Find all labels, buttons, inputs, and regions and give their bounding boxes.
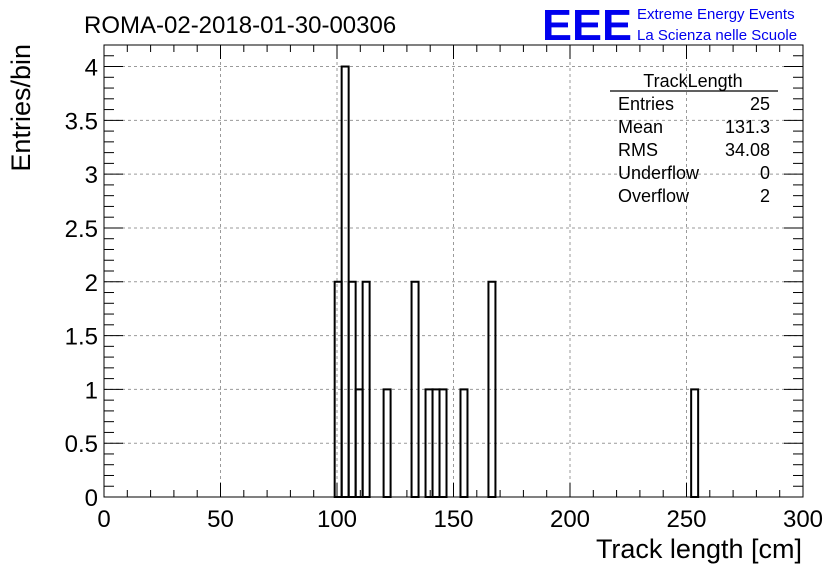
x-tick-label: 200 bbox=[550, 506, 590, 533]
eee-logo-line2: La Scienza nelle Scuole bbox=[637, 27, 797, 44]
stats-title: TrackLength bbox=[643, 71, 742, 91]
stats-row-label: RMS bbox=[618, 140, 658, 160]
y-tick-label: 4 bbox=[85, 55, 98, 82]
y-axis-title: Entries/bin bbox=[6, 44, 36, 172]
x-tick-label: 250 bbox=[666, 506, 706, 533]
y-tick-label: 1.5 bbox=[65, 324, 98, 351]
y-tick-label: 0 bbox=[85, 485, 98, 512]
stats-row-value: 0 bbox=[760, 163, 770, 183]
stats-row-value: 2 bbox=[760, 186, 770, 206]
y-tick-labels: 0 0.5 1 1.5 2 2.5 3 3.5 4 bbox=[65, 55, 98, 512]
y-tick-label: 3 bbox=[85, 162, 98, 189]
y-tick-label: 2 bbox=[85, 270, 98, 297]
y-tick-label: 1 bbox=[85, 377, 98, 404]
y-tick-label: 0.5 bbox=[65, 431, 98, 458]
stats-row-label: Overflow bbox=[618, 186, 690, 206]
x-tick-label: 0 bbox=[97, 506, 110, 533]
y-tick-label: 2.5 bbox=[65, 216, 98, 243]
grid bbox=[104, 45, 803, 497]
stats-box: TrackLength Entries 25 Mean 131.3 RMS 34.08 Un… bbox=[610, 71, 778, 206]
chart-title: ROMA-02-2018-01-30-00306 bbox=[84, 12, 396, 39]
eee-logo-line1: Extreme Energy Events bbox=[637, 6, 795, 23]
axis-ticks bbox=[103, 44, 804, 498]
x-tick-label: 100 bbox=[317, 506, 357, 533]
y-tick-label: 3.5 bbox=[65, 108, 98, 135]
x-axis-title: Track length [cm] bbox=[596, 534, 802, 564]
eee-logo: EEE Extreme Energy Events La Scienza nel… bbox=[542, 1, 797, 50]
stats-row-label: Underflow bbox=[618, 163, 700, 183]
x-tick-label: 150 bbox=[433, 506, 473, 533]
eee-logo-mark: EEE bbox=[542, 1, 632, 50]
stats-row-label: Mean bbox=[618, 117, 663, 137]
stats-row-label: Entries bbox=[618, 94, 674, 114]
x-tick-label: 300 bbox=[783, 506, 823, 533]
stats-row-value: 131.3 bbox=[725, 117, 770, 137]
x-tick-label: 50 bbox=[207, 506, 234, 533]
stats-row-value: 34.08 bbox=[725, 140, 770, 160]
stats-rows: Entries 25 Mean 131.3 RMS 34.08 Underflow 0 Over… bbox=[618, 94, 770, 206]
stats-row-value: 25 bbox=[750, 94, 770, 114]
x-tick-labels: 0 50 100 150 200 250 300 bbox=[97, 506, 823, 533]
